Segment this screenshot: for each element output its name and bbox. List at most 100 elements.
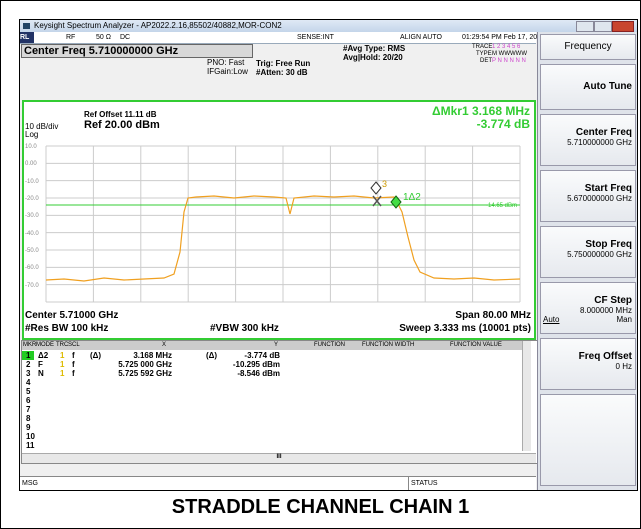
table-cell: 5.725 592 GHz bbox=[118, 369, 172, 378]
y-label: -70.0 bbox=[25, 282, 39, 289]
type-value: M WWWWW bbox=[492, 51, 527, 57]
avg-hold: Avg|Hold: 20/20 bbox=[343, 53, 403, 62]
table-cell: f bbox=[72, 351, 75, 360]
span: Span 80.00 MHz bbox=[455, 310, 531, 321]
softkey-label: Start Freq bbox=[584, 183, 632, 194]
softkey-label: Freq Offset bbox=[578, 351, 632, 362]
table-cell: 6 bbox=[26, 396, 31, 405]
man: Man bbox=[616, 315, 632, 324]
marker-3-symbol bbox=[370, 181, 382, 195]
softkey[interactable]: Center Freq 5.710000000 GHz bbox=[540, 114, 636, 166]
status: STATUS bbox=[408, 477, 438, 490]
msg: MSG bbox=[22, 480, 38, 487]
table-cell: 10 bbox=[26, 432, 35, 441]
header-cell: FUNCTION WIDTH bbox=[362, 342, 415, 348]
sweep: Sweep 3.333 ms (10001 pts) bbox=[399, 323, 531, 334]
table-cell: 4 bbox=[26, 378, 31, 387]
y-label: 10.0 bbox=[25, 144, 37, 151]
table-cell: F bbox=[38, 360, 43, 369]
header-cell: SCL bbox=[68, 342, 80, 348]
center-freq: Center Freq 5.710000000 GHz bbox=[24, 45, 179, 57]
align: ALIGN AUTO bbox=[400, 34, 442, 41]
menu-title: Frequency bbox=[540, 34, 636, 60]
det-label: DET bbox=[480, 58, 492, 64]
table-cell: Δ2 bbox=[38, 351, 49, 360]
det-value: P N N N N N bbox=[492, 58, 526, 64]
table-cell: 5 bbox=[26, 387, 31, 396]
table-cell: (Δ) bbox=[90, 351, 102, 360]
trig: Trig: Free Run bbox=[256, 59, 311, 68]
marker-table: MKR MODE TRC SCL X Y FUNCTION FUNCTION WIDTH FUN… bbox=[21, 340, 538, 464]
y-label: 0.00 bbox=[25, 161, 37, 168]
minimize-button[interactable] bbox=[576, 21, 594, 32]
ref-level: Ref 20.00 dBm bbox=[84, 119, 160, 131]
softkey[interactable]: Stop Freq 5.750000000 GHz bbox=[540, 226, 636, 278]
table-cell: 2 bbox=[26, 360, 31, 369]
y-label: -40.0 bbox=[25, 230, 39, 237]
y-label: -10.0 bbox=[25, 178, 39, 185]
sense: SENSE:INT bbox=[297, 34, 334, 41]
table-cell: -8.546 dBm bbox=[237, 369, 280, 378]
coupling: DC bbox=[120, 34, 131, 41]
softkey-panel: Frequency Auto Tune Center Freq 5.7100000… bbox=[537, 32, 637, 490]
softkey[interactable]: Start Freq 5.670000000 GHz bbox=[540, 170, 636, 222]
horizontal-scrollbar[interactable]: III bbox=[22, 453, 536, 463]
ref-offset: Ref Offset 11.11 dB bbox=[84, 110, 157, 119]
row-highlight bbox=[22, 351, 34, 360]
header-cell: FUNCTION bbox=[314, 342, 345, 348]
title-bar: Keysight Spectrum Analyzer - AP2022.2.16… bbox=[20, 20, 637, 32]
header-cell: MKR bbox=[23, 342, 37, 348]
scale: 10 dB/div bbox=[25, 122, 59, 131]
header-cell: FUNCTION VALUE bbox=[450, 342, 502, 348]
center: Center 5.71000 GHz bbox=[25, 310, 119, 321]
softkey-label: CF Step bbox=[594, 295, 632, 306]
delta-marker: ΔMkr1 3.168 MHz bbox=[432, 104, 530, 118]
y-label: -60.0 bbox=[25, 265, 39, 272]
close-button[interactable] bbox=[612, 21, 634, 32]
softkey[interactable]: Freq Offset 0 Hz bbox=[540, 338, 636, 390]
table-cell: 1 bbox=[60, 351, 65, 360]
rbw: #Res BW 100 kHz bbox=[25, 323, 109, 334]
vertical-scrollbar[interactable] bbox=[522, 341, 531, 451]
table-header: MKR MODE TRC SCL X Y FUNCTION FUNCTION WIDTH FUN… bbox=[22, 341, 522, 350]
trace-label: TRACE bbox=[472, 44, 493, 50]
status-row: RL RF 50 Ω DC SENSE:INT ALIGN AUTO 01:29… bbox=[20, 32, 545, 44]
auto-tune-key[interactable]: Auto Tune bbox=[540, 64, 636, 110]
softkey-value: 8.000000 MHz bbox=[579, 306, 632, 315]
scroll-thumb[interactable]: III bbox=[276, 454, 282, 460]
ifgain: IFGain:Low bbox=[207, 67, 248, 76]
atten: #Atten: 30 dB bbox=[256, 68, 308, 77]
softkey[interactable]: CF Step 8.000000 MHz Auto Man bbox=[540, 282, 636, 334]
avg-type: #Avg Type: RMS bbox=[343, 44, 406, 53]
graph: Ref Offset 11.11 dB 10 dB/div Ref 20.00 … bbox=[22, 100, 536, 340]
auto-man: Auto Man bbox=[541, 315, 632, 325]
delta-value: -3.774 dB bbox=[476, 117, 530, 131]
marker-3-label: 3 bbox=[382, 179, 388, 189]
marker-1-label: 1Δ2 bbox=[403, 192, 421, 203]
auto: Auto bbox=[543, 315, 560, 324]
table-cell: 1 bbox=[60, 360, 65, 369]
softkey-value: 0 Hz bbox=[615, 362, 632, 371]
y-label: -20.0 bbox=[25, 196, 39, 203]
impedance: 50 Ω bbox=[96, 34, 111, 41]
trace-value: 1 2 3 4 5 6 bbox=[492, 44, 521, 50]
table-cell: -10.295 dBm bbox=[232, 360, 280, 369]
app-icon bbox=[23, 23, 30, 29]
header-cell: TRC bbox=[56, 342, 69, 348]
log: Log bbox=[25, 130, 39, 139]
auto-tune: Auto Tune bbox=[583, 81, 632, 92]
table-cell: f bbox=[72, 360, 75, 369]
y-label: -30.0 bbox=[25, 213, 39, 220]
maximize-button[interactable] bbox=[594, 21, 612, 32]
rl: RL bbox=[20, 32, 34, 43]
menu-title-text: Frequency bbox=[564, 41, 612, 52]
table-cell: 3 bbox=[26, 369, 31, 378]
header-cell: MODE bbox=[36, 342, 54, 348]
softkey-value: 5.750000000 GHz bbox=[567, 250, 632, 259]
status-bar: MSG STATUS bbox=[20, 476, 536, 490]
header-cell: X bbox=[162, 342, 167, 348]
softkey-value: 5.710000000 GHz bbox=[567, 138, 632, 147]
softkey-label: Center Freq bbox=[575, 127, 632, 138]
header-cell: Y bbox=[274, 342, 279, 348]
